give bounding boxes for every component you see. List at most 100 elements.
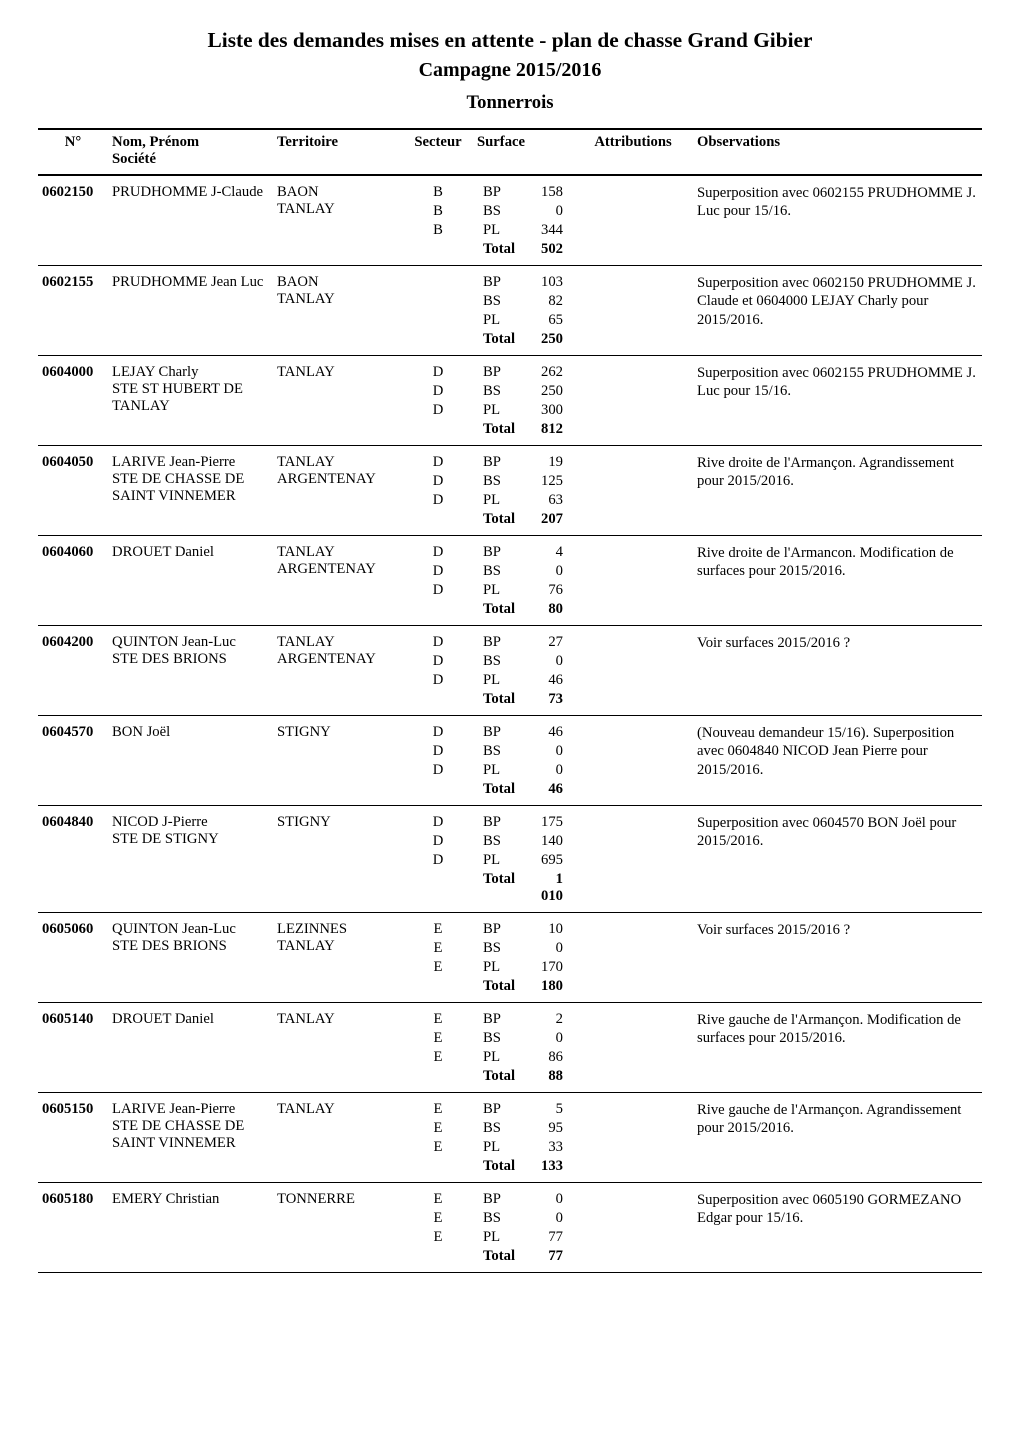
cell-surface-total-value: 1 010: [527, 870, 573, 906]
cell-surface-label: BP: [473, 1183, 527, 1210]
cell-surface-value: 695: [527, 851, 573, 870]
col-territoire: Territoire: [273, 129, 403, 175]
cell-secteur: E: [403, 939, 473, 958]
territoire-line: TANLAY: [277, 454, 399, 471]
cell-secteur: D: [403, 536, 473, 563]
cell-surface-label: BS: [473, 939, 527, 958]
territoire-line: TANLAY: [277, 1011, 399, 1028]
cell-num: 0604570: [38, 716, 108, 800]
cell-attributions: [573, 716, 693, 800]
territoire-line: TANLAY: [277, 634, 399, 651]
cell-secteur: B: [403, 221, 473, 240]
cell-secteur: D: [403, 652, 473, 671]
cell-secteur: [403, 1157, 473, 1176]
table-row: 0605140 DROUET Daniel TANLAY E BP 2 Rive…: [38, 1003, 982, 1030]
cell-secteur: D: [403, 671, 473, 690]
cell-secteur: D: [403, 401, 473, 420]
cell-surface-total-value: 73: [527, 690, 573, 709]
page-title: Liste des demandes mises en attente - pl…: [38, 28, 982, 53]
table-row: 0604050 LARIVE Jean-Pierre STE DE CHASSE…: [38, 446, 982, 473]
cell-secteur: [403, 600, 473, 619]
territoire-line: LEZINNES: [277, 921, 399, 938]
nom-primary: PRUDHOMME Jean Luc: [112, 274, 269, 291]
table-row: 0602150 PRUDHOMME J-Claude BAONTANLAY B …: [38, 175, 982, 202]
table-row: 0604570 BON Joël STIGNY D BP 46 (Nouveau…: [38, 716, 982, 743]
cell-surface-total-value: 46: [527, 780, 573, 799]
col-nom: Nom, Prénom Société: [108, 129, 273, 175]
cell-secteur: D: [403, 626, 473, 653]
nom-secondary: STE DE STIGNY: [112, 831, 269, 848]
table-row: 0604000 LEJAY Charly STE ST HUBERT DE TA…: [38, 356, 982, 383]
cell-territoire: BAONTANLAY: [273, 175, 403, 259]
cell-surface-value: 4: [527, 536, 573, 563]
cell-attributions: [573, 626, 693, 710]
cell-surface-total-label: Total: [473, 780, 527, 799]
cell-surface-label: BS: [473, 742, 527, 761]
cell-num: 0604840: [38, 806, 108, 907]
cell-nom: LARIVE Jean-Pierre STE DE CHASSE DE SAIN…: [108, 446, 273, 530]
territoire-line: ARGENTENAY: [277, 561, 399, 578]
cell-surface-value: 86: [527, 1048, 573, 1067]
cell-surface-total-value: 180: [527, 977, 573, 996]
cell-nom: NICOD J-Pierre STE DE STIGNY: [108, 806, 273, 907]
cell-secteur: B: [403, 202, 473, 221]
cell-num: 0604000: [38, 356, 108, 440]
cell-surface-label: BS: [473, 472, 527, 491]
cell-surface-value: 10: [527, 913, 573, 940]
cell-num: 0604060: [38, 536, 108, 620]
table-body: 0602150 PRUDHOMME J-Claude BAONTANLAY B …: [38, 175, 982, 1273]
cell-observations: Superposition avec 0604570 BON Joël pour…: [693, 806, 982, 907]
cell-secteur: D: [403, 851, 473, 870]
nom-secondary: STE DE CHASSE DE SAINT VINNEMER: [112, 1118, 269, 1152]
cell-surface-value: 5: [527, 1093, 573, 1120]
cell-surface-label: BP: [473, 266, 527, 293]
cell-nom: QUINTON Jean-Luc STE DES BRIONS: [108, 626, 273, 710]
table-row: 0605180 EMERY Christian TONNERRE E BP 0 …: [38, 1183, 982, 1210]
territoire-line: BAON: [277, 184, 399, 201]
territoire-line: TANLAY: [277, 364, 399, 381]
cell-surface-value: 0: [527, 742, 573, 761]
col-num: N°: [38, 129, 108, 175]
nom-secondary: STE DES BRIONS: [112, 938, 269, 955]
table-row: 0604200 QUINTON Jean-Luc STE DES BRIONS …: [38, 626, 982, 653]
cell-surface-total-value: 80: [527, 600, 573, 619]
table-row: 0605060 QUINTON Jean-Luc STE DES BRIONS …: [38, 913, 982, 940]
cell-surface-total-label: Total: [473, 977, 527, 996]
col-surface: Surface: [473, 129, 573, 175]
cell-surface-value: 0: [527, 1209, 573, 1228]
territoire-line: TONNERRE: [277, 1191, 399, 1208]
cell-territoire: BAONTANLAY: [273, 266, 403, 350]
cell-secteur: [403, 420, 473, 439]
cell-secteur: [403, 1067, 473, 1086]
cell-surface-value: 76: [527, 581, 573, 600]
cell-secteur: E: [403, 1048, 473, 1067]
cell-attributions: [573, 806, 693, 907]
cell-secteur: D: [403, 761, 473, 780]
col-territoire-label: Territoire: [277, 134, 338, 150]
cell-surface-label: BS: [473, 1119, 527, 1138]
page-section: Tonnerrois: [38, 92, 982, 114]
cell-surface-label: PL: [473, 1138, 527, 1157]
cell-surface-label: BP: [473, 1093, 527, 1120]
cell-observations: Superposition avec 0602150 PRUDHOMME J. …: [693, 266, 982, 350]
cell-surface-value: 0: [527, 202, 573, 221]
cell-nom: BON Joël: [108, 716, 273, 800]
cell-surface-value: 103: [527, 266, 573, 293]
cell-secteur: [403, 330, 473, 349]
cell-attributions: [573, 1003, 693, 1087]
cell-territoire: TONNERRE: [273, 1183, 403, 1267]
cell-surface-value: 344: [527, 221, 573, 240]
cell-surface-total-label: Total: [473, 870, 527, 906]
cell-num: 0604200: [38, 626, 108, 710]
nom-primary: BON Joël: [112, 724, 269, 741]
cell-surface-total-value: 812: [527, 420, 573, 439]
cell-surface-label: BS: [473, 652, 527, 671]
nom-primary: EMERY Christian: [112, 1191, 269, 1208]
cell-territoire: STIGNY: [273, 806, 403, 907]
cell-surface-value: 46: [527, 671, 573, 690]
cell-nom: EMERY Christian: [108, 1183, 273, 1267]
cell-surface-value: 0: [527, 562, 573, 581]
cell-territoire: TANLAY: [273, 356, 403, 440]
cell-num: 0602150: [38, 175, 108, 259]
nom-primary: QUINTON Jean-Luc: [112, 634, 269, 651]
